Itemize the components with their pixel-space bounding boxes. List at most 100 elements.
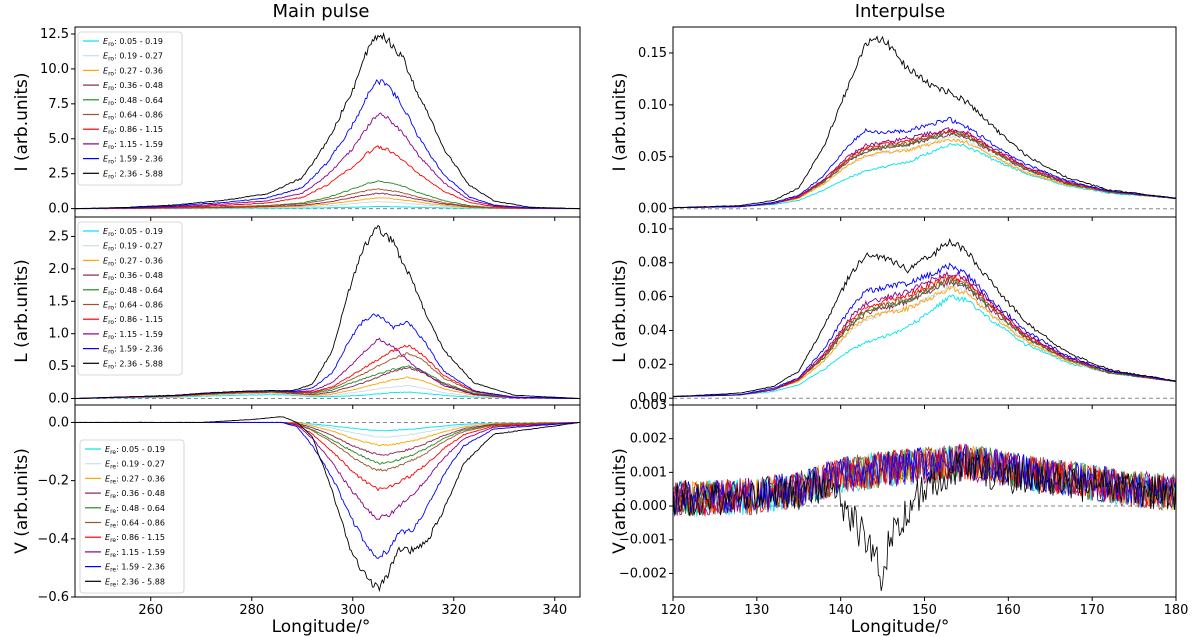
x-tick-label: 170 [1080, 603, 1105, 618]
right-xlabel: Longitude/° [851, 617, 950, 637]
legend-entry: Ere: 0.36 - 0.48 [105, 489, 165, 500]
series-group [673, 443, 1176, 591]
series-line-main-I-10 [75, 31, 580, 210]
legend-entry: Ere: 0.48 - 0.64 [105, 504, 165, 515]
y-tick-label: −0.001 [619, 533, 667, 548]
series-line-inter-L-3 [673, 286, 1176, 398]
legend-entry: Ere: 1.59 - 2.36 [105, 563, 165, 574]
axes-frame [74, 404, 581, 598]
series-line-inter-L-5 [673, 277, 1176, 398]
series-group [673, 35, 1176, 209]
legend: Ero: 0.05 - 0.19 Ero: 0.19 - 0.27 Ero: 0.2… [77, 221, 183, 376]
x-tick-label: 340 [542, 603, 567, 618]
series-line-inter-L-4 [673, 278, 1176, 397]
y-tick-label: 10.0 [40, 62, 69, 77]
series-line-inter-V-6 [673, 444, 1176, 515]
y-tick-label: −0.002 [619, 566, 667, 581]
panels: 0.0 2.5 5.0 7.5 10.0 12.5 I (arb.units) Ero: 0.… [12, 26, 1188, 618]
legend-entry: Ero: 1.59 - 2.36 [103, 345, 163, 356]
legend-entry: Ero: 1.15 - 1.59 [103, 330, 163, 341]
series-line-inter-V-10 [673, 452, 1176, 591]
series-line-inter-V-9 [673, 446, 1176, 515]
legend-entry: Ero: 1.59 - 2.36 [103, 155, 163, 166]
y-tick-label: 7.5 [48, 97, 69, 112]
legend-frame [77, 221, 183, 376]
y-tick-label: 0.00 [638, 391, 667, 406]
legend-entry: Ero: 0.36 - 0.48 [103, 81, 163, 92]
x-tick-label: 320 [441, 603, 466, 618]
panel-main-L: 0.0 0.5 1.0 1.5 2.0 2.5 L (arb.units) Ero: 0.05… [12, 216, 581, 409]
series-line-inter-L-6 [673, 274, 1176, 398]
x-tick-label: 160 [996, 603, 1021, 618]
panel-main-V: −0.6 −0.4 −0.2 0.0 260 280 300 320 340 V (arb.uni… [12, 404, 581, 618]
series-line-main-I-9 [75, 79, 580, 210]
legend-entry: Ero: 2.36 - 5.88 [103, 359, 163, 370]
series-line-inter-L-9 [673, 262, 1176, 398]
series-group [673, 237, 1176, 398]
y-tick-label: 5.0 [48, 132, 69, 147]
y-axis-label: I (arb.units) [12, 72, 32, 171]
y-tick-label: 0.15 [638, 46, 667, 61]
legend-frame [79, 439, 185, 594]
series-line-inter-L-2 [673, 284, 1176, 398]
series-line-inter-L-1 [673, 294, 1176, 398]
left-xlabel: Longitude/° [272, 617, 371, 637]
x-tick-label: 180 [1164, 603, 1189, 618]
y-tick-label: 2.0 [48, 262, 69, 277]
y-tick-label: 0.001 [630, 465, 667, 480]
panel-inter-V: −0.002 −0.001 0.000 0.001 0.002 0.003 120 130 14… [610, 398, 1188, 618]
x-tick-label: 120 [661, 603, 686, 618]
series-line-inter-I-3 [673, 138, 1176, 209]
legend-entry: Ero: 0.86 - 1.15 [103, 315, 163, 326]
legend-entry: Ero: 0.19 - 0.27 [103, 242, 163, 253]
y-tick-label: 0.10 [638, 98, 667, 113]
series-line-inter-V-8 [673, 443, 1176, 516]
legend-entry: Ero: 0.05 - 0.19 [103, 37, 163, 48]
y-tick-label: 0.04 [638, 323, 667, 338]
x-tick-label: 150 [912, 603, 937, 618]
y-tick-label: 0.08 [638, 256, 667, 271]
y-tick-label: 0.5 [48, 359, 69, 374]
legend-entry: Ero: 0.86 - 1.15 [103, 125, 163, 136]
y-axis-label: V (arb.units) [12, 448, 32, 554]
series-line-inter-I-2 [673, 135, 1176, 209]
legend-entry: Ero: 1.15 - 1.59 [103, 140, 163, 151]
series-line-inter-I-9 [673, 116, 1176, 209]
series-line-main-V-10 [75, 416, 580, 593]
y-tick-label: 12.5 [40, 27, 69, 42]
x-tick-label: 280 [239, 603, 264, 618]
legend-entry: Ero: 0.27 - 0.36 [103, 256, 163, 267]
legend-entry: Ere: 2.36 - 5.88 [105, 577, 165, 588]
y-tick-label: 0.10 [638, 222, 667, 237]
series-group [75, 416, 580, 593]
y-axis-label: I (arb.units) [610, 72, 630, 171]
y-tick-label: 0.0 [48, 202, 69, 217]
y-tick-label: 1.5 [48, 294, 69, 309]
series-group [75, 31, 580, 210]
panel-inter-I: 0.00 0.05 0.10 0.15 I (arb.units) [610, 26, 1177, 221]
y-axis-label: L (arb.units) [12, 259, 32, 363]
series-line-inter-I-1 [673, 143, 1176, 209]
x-tick-label: 300 [340, 603, 365, 618]
x-tick-label: 140 [828, 603, 853, 618]
legend-entry: Ere: 0.05 - 0.19 [105, 445, 165, 456]
legend-entry: Ero: 0.19 - 0.27 [103, 52, 163, 63]
legend-entry: Ero: 0.05 - 0.19 [103, 227, 163, 238]
legend-entry: Ero: 0.36 - 0.48 [103, 271, 163, 282]
y-tick-label: 0.000 [630, 499, 667, 514]
y-tick-label: 0.06 [638, 290, 667, 305]
y-tick-label: 0.003 [630, 398, 667, 413]
legend-entry: Ere: 0.27 - 0.36 [105, 474, 165, 485]
legend-entry: Ero: 0.48 - 0.64 [103, 286, 163, 297]
y-tick-label: 0.02 [638, 357, 667, 372]
y-tick-label: 0.0 [48, 415, 69, 430]
legend-entry: Ero: 0.64 - 0.86 [103, 111, 163, 122]
series-line-main-L-8 [75, 337, 580, 400]
panel-inter-L: 0.00 0.02 0.04 0.06 0.08 0.10 L (arb.units) [610, 216, 1177, 409]
y-axis-label: V (arb.units) [610, 448, 630, 554]
x-tick-label: 130 [744, 603, 769, 618]
legend-frame [77, 31, 183, 186]
y-tick-label: 1.0 [48, 327, 69, 342]
series-line-inter-I-5 [673, 130, 1176, 209]
